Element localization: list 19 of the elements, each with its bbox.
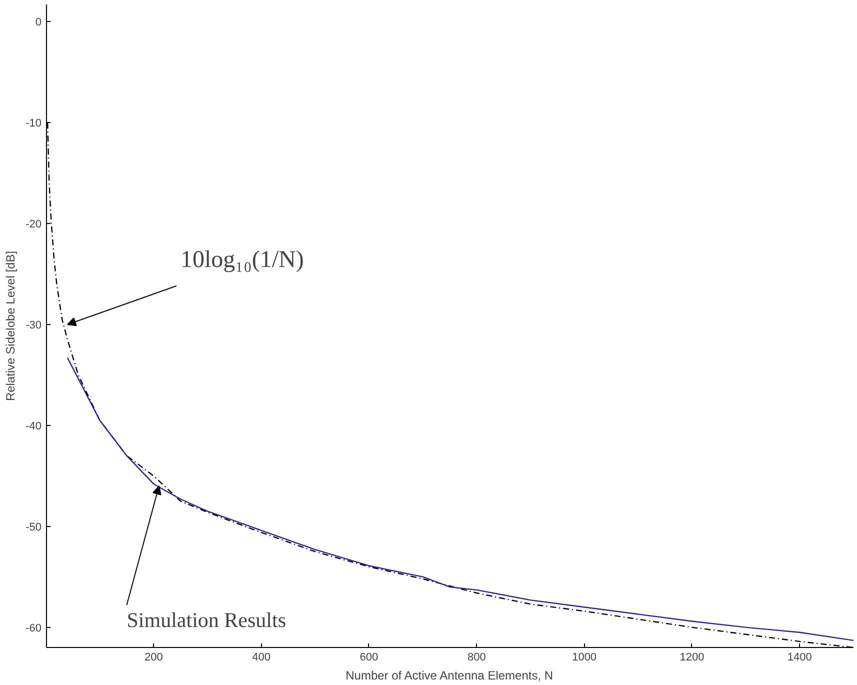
x-axis-title: Number of Active Antenna Elements, N: [346, 668, 554, 682]
x-tick-label: 1400: [787, 652, 812, 664]
y-tick-label: -40: [26, 420, 42, 432]
line-series: [66, 357, 854, 642]
y-tick-label: -50: [26, 521, 42, 534]
annotation: 10log₁₀(1/N): [180, 247, 304, 274]
y-tick-label: -30: [26, 319, 42, 332]
y-tick-label: -10: [26, 118, 42, 130]
x-tick-label: 600: [360, 652, 378, 664]
y-tick-label: -20: [26, 218, 42, 231]
x-tick-label: 1000: [572, 652, 597, 664]
y-tick-label: -60: [26, 622, 42, 634]
x-tick-label: 800: [467, 652, 486, 664]
annotation: Simulation Results: [126, 608, 286, 632]
y-tick-label: 0: [35, 16, 42, 29]
x-tick-label: 400: [252, 652, 270, 664]
x-tick-label: 1200: [680, 652, 704, 664]
y-axis-title: Relative Sidelobe Level [dB]: [4, 250, 18, 402]
x-tick-label: 200: [144, 652, 163, 664]
